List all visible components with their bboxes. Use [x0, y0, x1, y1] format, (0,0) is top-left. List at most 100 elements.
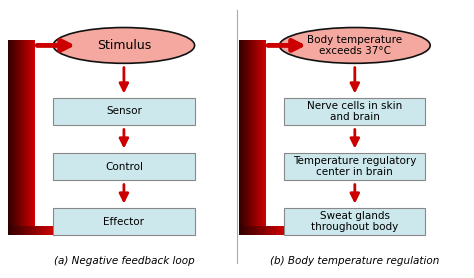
- FancyBboxPatch shape: [281, 226, 283, 235]
- FancyBboxPatch shape: [261, 41, 262, 50]
- FancyBboxPatch shape: [262, 226, 264, 235]
- FancyBboxPatch shape: [19, 45, 20, 235]
- FancyBboxPatch shape: [27, 41, 29, 50]
- FancyBboxPatch shape: [14, 41, 15, 50]
- Text: Control: Control: [105, 162, 143, 172]
- FancyBboxPatch shape: [14, 45, 15, 235]
- FancyBboxPatch shape: [247, 41, 248, 50]
- FancyBboxPatch shape: [25, 45, 26, 235]
- FancyBboxPatch shape: [278, 226, 280, 235]
- FancyBboxPatch shape: [53, 208, 195, 235]
- FancyBboxPatch shape: [243, 45, 244, 235]
- FancyBboxPatch shape: [21, 45, 23, 235]
- FancyBboxPatch shape: [27, 45, 28, 235]
- FancyBboxPatch shape: [262, 45, 263, 235]
- FancyBboxPatch shape: [264, 41, 266, 50]
- FancyBboxPatch shape: [256, 226, 258, 235]
- FancyBboxPatch shape: [25, 41, 26, 50]
- Text: Nerve cells in skin
and brain: Nerve cells in skin and brain: [307, 101, 402, 122]
- FancyBboxPatch shape: [259, 45, 261, 235]
- FancyBboxPatch shape: [26, 41, 27, 50]
- FancyBboxPatch shape: [43, 226, 45, 235]
- FancyBboxPatch shape: [284, 153, 426, 180]
- FancyBboxPatch shape: [23, 45, 25, 235]
- FancyBboxPatch shape: [14, 226, 17, 235]
- Ellipse shape: [53, 28, 195, 63]
- FancyBboxPatch shape: [242, 226, 244, 235]
- FancyBboxPatch shape: [260, 226, 262, 235]
- FancyBboxPatch shape: [31, 41, 32, 50]
- FancyBboxPatch shape: [28, 41, 30, 50]
- FancyBboxPatch shape: [9, 45, 10, 235]
- Text: Temperature regulatory
center in brain: Temperature regulatory center in brain: [293, 156, 417, 177]
- FancyBboxPatch shape: [239, 41, 241, 50]
- FancyBboxPatch shape: [15, 41, 16, 50]
- FancyBboxPatch shape: [19, 41, 20, 50]
- FancyBboxPatch shape: [32, 41, 33, 50]
- FancyBboxPatch shape: [244, 41, 245, 50]
- FancyBboxPatch shape: [259, 226, 261, 235]
- FancyBboxPatch shape: [20, 41, 22, 50]
- FancyBboxPatch shape: [13, 226, 15, 235]
- FancyBboxPatch shape: [259, 41, 261, 50]
- FancyBboxPatch shape: [24, 45, 25, 235]
- FancyBboxPatch shape: [247, 45, 248, 235]
- Text: Body temperature
exceeds 37°C: Body temperature exceeds 37°C: [307, 35, 402, 56]
- FancyBboxPatch shape: [17, 45, 18, 235]
- FancyBboxPatch shape: [30, 45, 31, 235]
- FancyBboxPatch shape: [12, 41, 13, 50]
- FancyBboxPatch shape: [38, 226, 40, 235]
- FancyBboxPatch shape: [29, 41, 30, 50]
- FancyBboxPatch shape: [257, 226, 259, 235]
- FancyBboxPatch shape: [251, 45, 252, 235]
- FancyBboxPatch shape: [34, 226, 36, 235]
- FancyBboxPatch shape: [11, 45, 12, 235]
- FancyBboxPatch shape: [10, 45, 11, 235]
- FancyBboxPatch shape: [264, 226, 267, 235]
- FancyBboxPatch shape: [250, 41, 251, 50]
- FancyBboxPatch shape: [18, 226, 19, 235]
- Text: Stimulus: Stimulus: [97, 39, 151, 52]
- FancyBboxPatch shape: [258, 41, 260, 50]
- FancyBboxPatch shape: [31, 45, 32, 235]
- FancyBboxPatch shape: [23, 41, 25, 50]
- FancyBboxPatch shape: [256, 41, 257, 50]
- FancyBboxPatch shape: [260, 45, 262, 235]
- Ellipse shape: [279, 28, 430, 63]
- FancyBboxPatch shape: [23, 226, 25, 235]
- FancyBboxPatch shape: [283, 226, 284, 235]
- FancyBboxPatch shape: [16, 45, 18, 235]
- FancyBboxPatch shape: [247, 226, 249, 235]
- FancyBboxPatch shape: [16, 41, 18, 50]
- FancyBboxPatch shape: [284, 208, 426, 235]
- FancyBboxPatch shape: [263, 45, 264, 235]
- FancyBboxPatch shape: [40, 226, 42, 235]
- FancyBboxPatch shape: [47, 226, 49, 235]
- FancyBboxPatch shape: [260, 41, 262, 50]
- FancyBboxPatch shape: [32, 45, 33, 235]
- Text: Sweat glands
throughout body: Sweat glands throughout body: [311, 211, 399, 232]
- FancyBboxPatch shape: [10, 41, 11, 50]
- FancyBboxPatch shape: [15, 45, 17, 235]
- FancyBboxPatch shape: [240, 45, 242, 235]
- Text: Effector: Effector: [103, 217, 145, 227]
- FancyBboxPatch shape: [243, 41, 244, 50]
- FancyBboxPatch shape: [250, 45, 251, 235]
- FancyBboxPatch shape: [271, 226, 273, 235]
- FancyBboxPatch shape: [240, 41, 242, 50]
- FancyBboxPatch shape: [252, 41, 254, 50]
- FancyBboxPatch shape: [19, 226, 21, 235]
- FancyBboxPatch shape: [253, 41, 255, 50]
- FancyBboxPatch shape: [244, 226, 246, 235]
- FancyBboxPatch shape: [255, 41, 256, 50]
- FancyBboxPatch shape: [9, 45, 10, 235]
- FancyBboxPatch shape: [12, 45, 13, 235]
- FancyBboxPatch shape: [17, 41, 18, 50]
- FancyBboxPatch shape: [257, 41, 259, 50]
- FancyBboxPatch shape: [264, 45, 266, 235]
- FancyBboxPatch shape: [36, 226, 37, 235]
- FancyBboxPatch shape: [246, 41, 247, 50]
- FancyBboxPatch shape: [241, 45, 242, 235]
- FancyBboxPatch shape: [15, 41, 17, 50]
- FancyBboxPatch shape: [20, 226, 22, 235]
